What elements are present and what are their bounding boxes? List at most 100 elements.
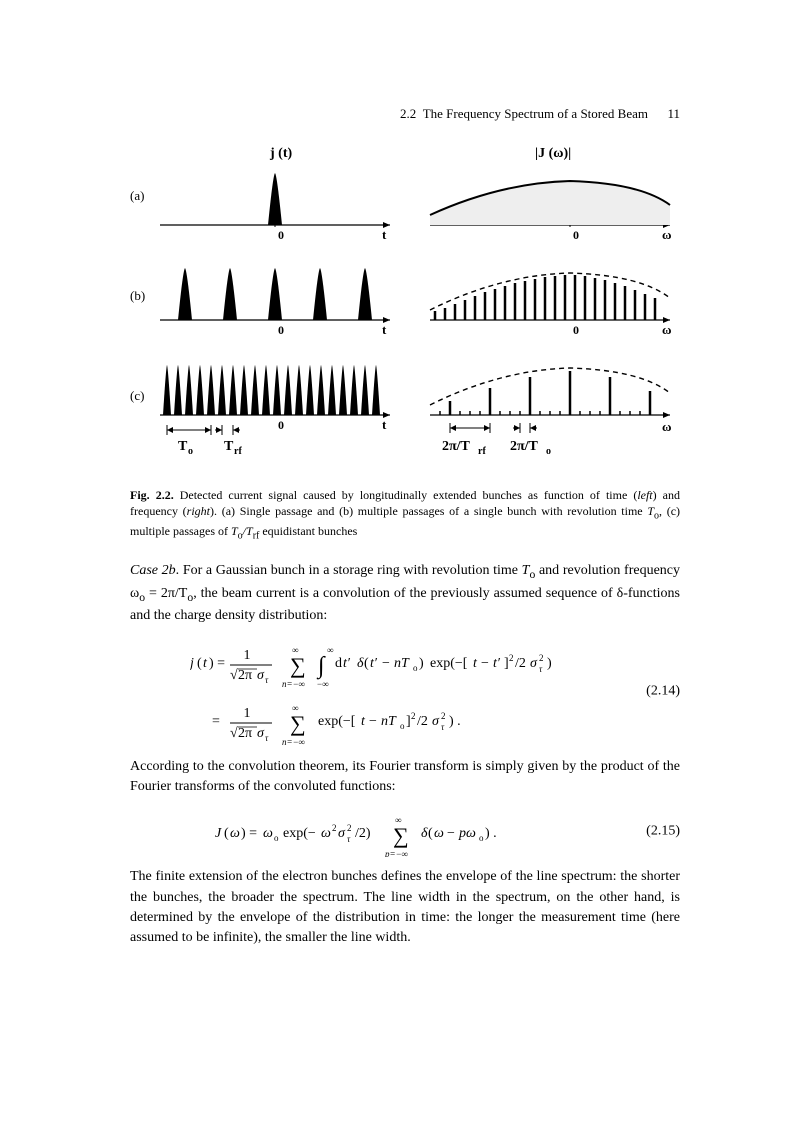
svg-text:∞: ∞ — [292, 645, 298, 655]
svg-text:=: = — [212, 714, 220, 729]
svg-text:τ: τ — [265, 675, 269, 685]
caption-ratio: T — [231, 524, 238, 538]
svg-text:τ: τ — [265, 733, 269, 743]
svg-text:1: 1 — [244, 706, 251, 721]
svg-text:0: 0 — [573, 228, 579, 242]
page-number: 11 — [667, 106, 680, 121]
svg-text:τ: τ — [539, 664, 543, 674]
svg-text:ω: ω — [662, 227, 672, 242]
svg-text:σ: σ — [530, 656, 538, 671]
conv-para: According to the convolution theorem, it… — [130, 757, 680, 798]
svg-text:∞: ∞ — [292, 703, 298, 713]
svg-text:]: ] — [504, 656, 509, 671]
svg-text:2: 2 — [539, 653, 544, 663]
svg-text:): ) — [419, 656, 424, 671]
svg-text:ω: ω — [434, 826, 444, 841]
svg-text:σ: σ — [257, 668, 265, 683]
svg-text:2π/T: 2π/T — [510, 439, 539, 454]
svg-text:|J (ω)|: |J (ω)| — [535, 146, 571, 161]
svg-text:τ: τ — [441, 722, 445, 732]
svg-text:) =: ) = — [209, 656, 225, 671]
svg-text:ω: ω — [230, 826, 240, 841]
svg-text:p=−∞: p=−∞ — [384, 849, 408, 857]
svg-text:) .: ) . — [449, 714, 461, 729]
svg-text:o: o — [546, 446, 551, 457]
svg-text:): ) — [547, 656, 552, 671]
svg-text:nT: nT — [394, 656, 410, 671]
svg-text:) =: ) = — [241, 826, 257, 841]
case-text3: = 2π/T — [145, 586, 187, 601]
svg-text:σ: σ — [432, 714, 440, 729]
final-para: The finite extension of the electron bun… — [130, 867, 680, 948]
svg-text:2: 2 — [509, 653, 514, 663]
svg-text:t′: t′ — [370, 656, 378, 671]
svg-text:∑: ∑ — [290, 711, 306, 736]
svg-text:0: 0 — [278, 418, 284, 432]
svg-text:(c): (c) — [130, 388, 144, 403]
svg-text:]: ] — [406, 714, 411, 729]
svg-text:1: 1 — [244, 648, 251, 663]
svg-text:pω: pω — [458, 826, 476, 841]
svg-text:) .: ) . — [485, 826, 497, 841]
caption-label: Fig. 2.2. — [130, 488, 174, 502]
svg-text:o: o — [479, 833, 484, 843]
svg-text:2: 2 — [347, 823, 352, 833]
caption-text-1: Detected current signal caused by longit… — [180, 488, 638, 502]
eq-number-2-15: (2.15) — [646, 817, 680, 848]
svg-text:rf: rf — [478, 446, 486, 457]
svg-text:√: √ — [230, 726, 238, 741]
svg-text:ω: ω — [662, 419, 672, 434]
svg-text:t: t — [361, 714, 366, 729]
section-number: 2.2 — [400, 106, 416, 121]
svg-text:t: t — [203, 656, 208, 671]
svg-text:(: ( — [224, 826, 229, 841]
svg-text:rf: rf — [234, 446, 242, 457]
svg-text:ω: ω — [321, 826, 331, 841]
svg-text:σ: σ — [257, 726, 265, 741]
svg-text:exp(−: exp(− — [283, 826, 316, 841]
section-title: The Frequency Spectrum of a Stored Beam — [423, 106, 648, 121]
case-label: Case 2b — [130, 563, 176, 578]
svg-text:ω: ω — [263, 826, 273, 841]
svg-text:0: 0 — [278, 323, 284, 337]
svg-text:∑: ∑ — [290, 653, 306, 678]
svg-text:t: t — [382, 322, 387, 337]
svg-text:nT: nT — [381, 714, 397, 729]
caption-to: T — [647, 504, 654, 518]
caption-end: equidistant bunches — [259, 524, 357, 538]
equation-2-15: J(ω) = ωo exp(−ω2σ2τ/2) ∑ p=−∞∞ δ(ω−pωo)… — [130, 807, 680, 857]
svg-text:exp(−[: exp(−[ — [430, 656, 468, 671]
svg-text:/2: /2 — [515, 656, 526, 671]
svg-text:−: − — [481, 656, 489, 671]
svg-text:J: J — [215, 826, 222, 841]
page: 2.2 The Frequency Spectrum of a Stored B… — [0, 0, 800, 1132]
svg-text:d: d — [335, 656, 342, 671]
caption-mid2: ). (a) Single passage and (b) multiple p… — [210, 504, 647, 518]
svg-text:(: ( — [197, 656, 202, 671]
svg-text:T: T — [224, 439, 234, 454]
caption-right: right — [187, 504, 210, 518]
svg-text:ω: ω — [662, 322, 672, 337]
svg-text:2: 2 — [411, 711, 416, 721]
svg-text:δ: δ — [357, 656, 364, 671]
svg-text:o: o — [274, 833, 279, 843]
svg-text:∞: ∞ — [327, 645, 333, 655]
svg-text:−: − — [447, 826, 455, 841]
page-header: 2.2 The Frequency Spectrum of a Stored B… — [400, 105, 680, 123]
svg-text:−∞: −∞ — [317, 679, 329, 689]
svg-text:δ: δ — [421, 826, 428, 841]
svg-text:T: T — [178, 439, 188, 454]
svg-text:σ: σ — [338, 826, 346, 841]
svg-text:−: − — [369, 714, 377, 729]
svg-text:0: 0 — [278, 228, 284, 242]
svg-text:j (t): j (t) — [269, 146, 292, 161]
svg-text:∞: ∞ — [395, 815, 401, 825]
svg-text:t′: t′ — [343, 656, 351, 671]
caption-left: left — [637, 488, 652, 502]
equation-2-14: j(t) = 1 √ 2πστ ∑ n=−∞∞ ∫ ∞−∞ dt′ δ(t′−n… — [130, 637, 680, 747]
caption-slash: /T — [243, 524, 253, 538]
svg-text:√: √ — [230, 668, 238, 683]
svg-text:(: ( — [428, 826, 433, 841]
svg-text:/2: /2 — [417, 714, 428, 729]
svg-text:2: 2 — [332, 823, 337, 833]
